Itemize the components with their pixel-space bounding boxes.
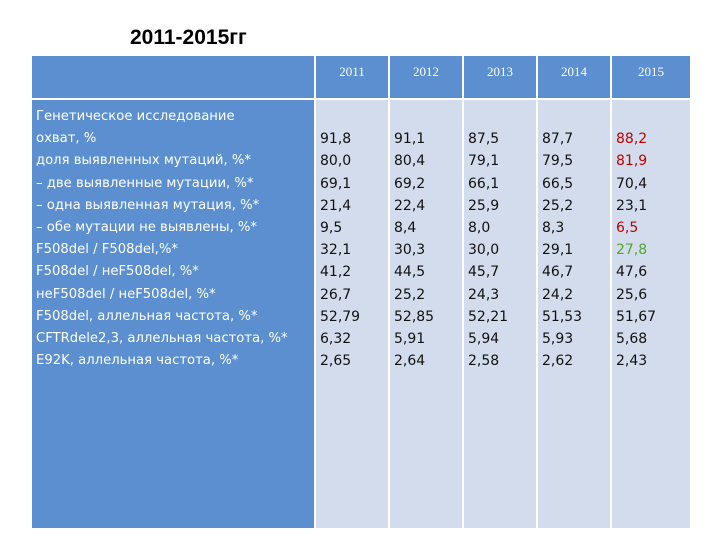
value-cell: 2,58: [468, 353, 500, 370]
spacer: [468, 106, 536, 128]
indicator-label: – обе мутации не выявлены, %*: [36, 219, 258, 235]
value-cell: 2,65: [320, 353, 352, 370]
indicator-label: F508del / F508del,%*: [36, 242, 178, 258]
values-cell-2011: 91,8 80,0 69,1 21,4 9,5 32,1 41,2 26,7 52,79 6,32…: [314, 98, 390, 530]
spacer: [542, 106, 610, 128]
value-cell: 91,1: [394, 131, 426, 148]
value-cell: 51,67: [616, 308, 657, 325]
value-cell: 87,7: [542, 131, 574, 148]
indicator-label: охват, %: [36, 131, 97, 147]
value-cell: 87,5: [468, 131, 500, 148]
indicator-label: F508del / неF508del, %*: [36, 264, 199, 280]
value-cell: 47,6: [616, 264, 648, 281]
value-cell: 79,5: [542, 153, 574, 170]
value-cell: 45,7: [468, 264, 500, 281]
value-cell: 69,2: [394, 175, 426, 192]
spacer: [394, 106, 462, 128]
header-row: 2011 2012 2013 2014 2015: [30, 54, 692, 100]
indicator-label: – две выявленные мутации, %*: [36, 175, 254, 191]
value-cell: 2,43: [616, 353, 648, 370]
value-cell: 88,2: [616, 131, 648, 148]
indicator-labels: Генетическое исследование охват, % доля вы…: [32, 100, 314, 372]
values-2012: 91,1 80,4 69,2 22,4 8,4 30,3 44,5 25,2 52,85 5,91…: [390, 100, 462, 372]
value-cell: 30,0: [468, 242, 500, 259]
values-2013: 87,5 79,1 66,1 25,9 8,0 30,0 45,7 24,3 52,21 5,94…: [464, 100, 536, 372]
year-header-2013: 2013: [462, 54, 538, 100]
value-cell: 44,5: [394, 264, 426, 281]
value-cell: 9,5: [320, 219, 343, 236]
value-cell: 24,3: [468, 286, 500, 303]
value-cell: 2,62: [542, 353, 574, 370]
value-cell: 21,4: [320, 197, 352, 214]
year-header-2015: 2015: [610, 54, 692, 100]
body-row: Генетическое исследование охват, % доля вы…: [30, 98, 692, 530]
value-cell: 41,2: [320, 264, 352, 281]
value-cell: 66,5: [542, 175, 574, 192]
value-cell: 24,2: [542, 286, 574, 303]
values-2011: 91,8 80,0 69,1 21,4 9,5 32,1 41,2 26,7 52,79 6,32…: [316, 100, 388, 372]
value-cell: 8,3: [542, 219, 565, 236]
page-title: 2011-2015гг: [130, 26, 247, 49]
value-cell: 51,53: [542, 308, 583, 325]
year-header-2011: 2011: [314, 54, 390, 100]
value-cell: 23,1: [616, 197, 648, 214]
value-cell: 8,0: [468, 219, 491, 236]
data-table: 2011 2012 2013 2014 2015 Генетическое ис…: [30, 54, 692, 530]
value-cell: 26,7: [320, 286, 352, 303]
value-cell: 8,4: [394, 219, 417, 236]
value-cell: 80,0: [320, 153, 352, 170]
year-header-2012: 2012: [388, 54, 464, 100]
value-cell: 80,4: [394, 153, 426, 170]
indicator-label: F508del, аллельная частота, %*: [36, 308, 258, 324]
indicator-label: неF508del / неF508del, %*: [36, 286, 216, 302]
indicator-labels-cell: Генетическое исследование охват, % доля вы…: [30, 98, 316, 530]
indicator-label: E92K, аллельная частота, %*: [36, 353, 239, 369]
values-2014: 87,7 79,5 66,5 25,2 8,3 29,1 46,7 24,2 51,53 5,93…: [538, 100, 610, 372]
value-cell: 5,94: [468, 330, 500, 347]
value-cell: 22,4: [394, 197, 426, 214]
indicator-label: Генетическое исследование: [36, 109, 235, 124]
corner-cell: [30, 54, 316, 100]
value-cell: 30,3: [394, 242, 426, 259]
value-cell: 6,5: [616, 219, 639, 236]
value-cell: 5,93: [542, 330, 574, 347]
indicator-label: доля выявленных мутаций, %*: [36, 153, 251, 169]
value-cell: 66,1: [468, 175, 500, 192]
values-cell-2013: 87,5 79,1 66,1 25,9 8,0 30,0 45,7 24,3 52,21 5,94…: [462, 98, 538, 530]
value-cell: 6,32: [320, 330, 352, 347]
values-2015: 88,2 81,9 70,4 23,1 6,5 27,8 47,6 25,6 51,67 5,68…: [612, 100, 690, 372]
value-cell: 52,85: [394, 308, 435, 325]
values-cell-2014: 87,7 79,5 66,5 25,2 8,3 29,1 46,7 24,2 51,53 5,93…: [536, 98, 612, 530]
values-cell-2015: 88,2 81,9 70,4 23,1 6,5 27,8 47,6 25,6 51,67 5,68…: [610, 98, 692, 530]
value-cell: 52,79: [320, 308, 361, 325]
value-cell: 25,2: [542, 197, 574, 214]
value-cell: 81,9: [616, 153, 648, 170]
value-cell: 32,1: [320, 242, 352, 259]
indicator-label: CFTRdele2,3, аллельная частота, %*: [36, 330, 288, 346]
value-cell: 5,68: [616, 330, 648, 347]
value-cell: 52,21: [468, 308, 509, 325]
values-cell-2012: 91,1 80,4 69,2 22,4 8,4 30,3 44,5 25,2 52,85 5,91…: [388, 98, 464, 530]
value-cell: 2,64: [394, 353, 426, 370]
value-cell: 25,2: [394, 286, 426, 303]
value-cell: 27,8: [616, 242, 648, 259]
value-cell: 25,9: [468, 197, 500, 214]
value-cell: 46,7: [542, 264, 574, 281]
value-cell: 5,91: [394, 330, 426, 347]
spacer: [320, 106, 388, 128]
value-cell: 70,4: [616, 175, 648, 192]
indicator-label: – одна выявленная мутация, %*: [36, 197, 260, 213]
year-header-2014: 2014: [536, 54, 612, 100]
value-cell: 69,1: [320, 175, 352, 192]
value-cell: 79,1: [468, 153, 500, 170]
value-cell: 29,1: [542, 242, 574, 259]
value-cell: 91,8: [320, 131, 352, 148]
value-cell: 25,6: [616, 286, 648, 303]
spacer: [616, 106, 690, 128]
